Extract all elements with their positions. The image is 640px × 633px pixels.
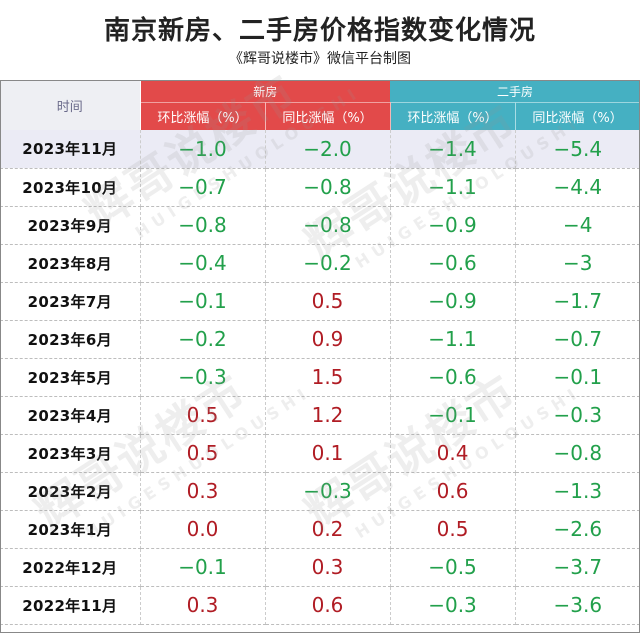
cell-new-mom: −0.3 bbox=[140, 358, 266, 397]
cell-sh-mom: −1.4 bbox=[390, 130, 516, 169]
table-row: 2022年12月 −0.1 0.3 −0.5 −3.7 bbox=[0, 548, 640, 587]
cell-new-yoy: 0.6 bbox=[265, 586, 391, 625]
table-row: 2023年10月 −0.7 −0.8 −1.1 −4.4 bbox=[0, 168, 640, 207]
row-date: 2023年9月 bbox=[0, 206, 141, 245]
cell-sh-yoy: −4.4 bbox=[515, 168, 640, 207]
cell-sh-mom: −0.3 bbox=[390, 586, 516, 625]
cell-new-mom: 0.5 bbox=[140, 396, 266, 435]
cell-new-mom: −0.2 bbox=[140, 320, 266, 359]
cell-new-mom: −0.8 bbox=[140, 206, 266, 245]
header-new-mom: 环比涨幅（%） bbox=[140, 102, 266, 130]
cell-sh-yoy: −3.7 bbox=[515, 548, 640, 587]
table-row: 2023年6月 −0.2 0.9 −1.1 −0.7 bbox=[0, 320, 640, 359]
cell-new-yoy: −0.2 bbox=[265, 244, 391, 283]
cell-new-yoy: 0.5 bbox=[265, 282, 391, 321]
cell-new-yoy: 0.9 bbox=[265, 320, 391, 359]
page-title: 南京新房、二手房价格指数变化情况 bbox=[103, 16, 536, 46]
cell-new-yoy: 1.2 bbox=[265, 396, 391, 435]
page-subtitle: 《辉哥说楼市》微信平台制图 bbox=[229, 51, 411, 67]
cell-sh-yoy: −0.7 bbox=[515, 320, 640, 359]
cell-new-yoy: −0.8 bbox=[265, 206, 391, 245]
cell-sh-yoy: −0.1 bbox=[515, 358, 640, 397]
table-row: 2023年4月 0.5 1.2 −0.1 −0.3 bbox=[0, 396, 640, 435]
table-row: 2023年7月 −0.1 0.5 −0.9 −1.7 bbox=[0, 282, 640, 321]
cell-new-yoy: 1.5 bbox=[265, 358, 391, 397]
cell-new-mom: −0.4 bbox=[140, 244, 266, 283]
cell-sh-yoy: −4 bbox=[515, 206, 640, 245]
cell-sh-mom: −0.6 bbox=[390, 358, 516, 397]
cell-new-yoy: 0.3 bbox=[265, 548, 391, 587]
cell-sh-mom: −0.9 bbox=[390, 282, 516, 321]
cell-sh-mom: 0.6 bbox=[390, 472, 516, 511]
cell-new-mom: 0.3 bbox=[140, 472, 266, 511]
row-date: 2023年8月 bbox=[0, 244, 141, 283]
cell-new-mom: −1.0 bbox=[140, 130, 266, 169]
cell-sh-yoy: −5.4 bbox=[515, 130, 640, 169]
cell-new-mom: 0.5 bbox=[140, 434, 266, 473]
cell-new-yoy: −2.0 bbox=[265, 130, 391, 169]
cell-sh-yoy: −0.3 bbox=[515, 396, 640, 435]
cell-sh-mom: −1.1 bbox=[390, 320, 516, 359]
row-date: 2023年10月 bbox=[0, 168, 141, 207]
cell-new-yoy: 0.1 bbox=[265, 434, 391, 473]
row-date: 2022年12月 bbox=[0, 548, 141, 587]
table-row: 2023年2月 0.3 −0.3 0.6 −1.3 bbox=[0, 472, 640, 511]
table-row: 2023年11月 −1.0 −2.0 −1.4 −5.4 bbox=[0, 130, 640, 169]
header-second-yoy: 同比涨幅（%） bbox=[515, 102, 640, 130]
cell-new-yoy: −0.3 bbox=[265, 472, 391, 511]
cell-sh-yoy: −3.6 bbox=[515, 586, 640, 625]
header-second-mom: 环比涨幅（%） bbox=[390, 102, 516, 130]
row-date: 2023年3月 bbox=[0, 434, 141, 473]
cell-new-mom: −0.1 bbox=[140, 548, 266, 587]
header-new-yoy: 同比涨幅（%） bbox=[265, 102, 391, 130]
row-date: 2023年7月 bbox=[0, 282, 141, 321]
cell-sh-mom: −0.9 bbox=[390, 206, 516, 245]
table-row: 2023年8月 −0.4 −0.2 −0.6 −3 bbox=[0, 244, 640, 283]
cell-new-yoy: −0.8 bbox=[265, 168, 391, 207]
cell-sh-yoy: −3 bbox=[515, 244, 640, 283]
cell-sh-yoy: −1.7 bbox=[515, 282, 640, 321]
cell-sh-mom: −0.1 bbox=[390, 396, 516, 435]
cell-new-mom: 0.3 bbox=[140, 586, 266, 625]
table-row: 2023年9月 −0.8 −0.8 −0.9 −4 bbox=[0, 206, 640, 245]
table-row: 2022年11月 0.3 0.6 −0.3 −3.6 bbox=[0, 586, 640, 625]
header-new-house: 新房 bbox=[140, 80, 391, 103]
row-date: 2023年2月 bbox=[0, 472, 141, 511]
table-row: 2023年3月 0.5 0.1 0.4 −0.8 bbox=[0, 434, 640, 473]
header-second-hand: 二手房 bbox=[390, 80, 640, 103]
cell-sh-mom: −0.6 bbox=[390, 244, 516, 283]
price-index-table: 时间 新房 二手房 环比涨幅（%） 同比涨幅（%） 环比涨幅（%） 同比涨幅（%… bbox=[0, 80, 640, 625]
row-date: 2023年4月 bbox=[0, 396, 141, 435]
cell-sh-mom: 0.5 bbox=[390, 510, 516, 549]
row-date: 2023年5月 bbox=[0, 358, 141, 397]
cell-new-yoy: 0.2 bbox=[265, 510, 391, 549]
header-time: 时间 bbox=[0, 80, 141, 130]
cell-new-mom: 0.0 bbox=[140, 510, 266, 549]
cell-new-mom: −0.7 bbox=[140, 168, 266, 207]
table-row: 2023年1月 0.0 0.2 0.5 −2.6 bbox=[0, 510, 640, 549]
cell-sh-mom: −0.5 bbox=[390, 548, 516, 587]
table-row: 2023年5月 −0.3 1.5 −0.6 −0.1 bbox=[0, 358, 640, 397]
cell-sh-mom: −1.1 bbox=[390, 168, 516, 207]
cell-new-mom: −0.1 bbox=[140, 282, 266, 321]
row-date: 2023年11月 bbox=[0, 130, 141, 169]
table-body: 2023年11月 −1.0 −2.0 −1.4 −5.4 2023年10月 −0.7 −0.8… bbox=[0, 130, 640, 625]
cell-sh-yoy: −0.8 bbox=[515, 434, 640, 473]
row-date: 2023年1月 bbox=[0, 510, 141, 549]
row-date: 2023年6月 bbox=[0, 320, 141, 359]
row-date: 2022年11月 bbox=[0, 586, 141, 625]
cell-sh-mom: 0.4 bbox=[390, 434, 516, 473]
cell-sh-yoy: −2.6 bbox=[515, 510, 640, 549]
cell-sh-yoy: −1.3 bbox=[515, 472, 640, 511]
